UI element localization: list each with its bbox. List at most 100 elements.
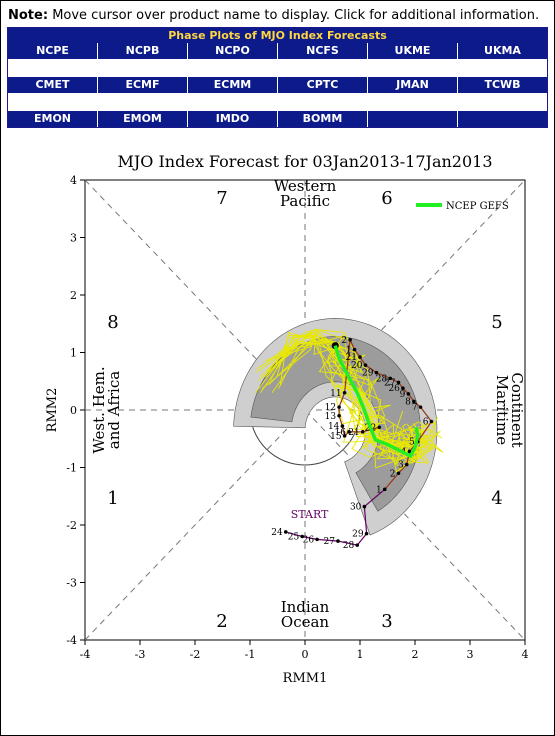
observed-point <box>407 449 412 454</box>
observed-day-label: 9 <box>400 390 406 400</box>
observed-day-label: 1 <box>376 485 382 495</box>
observed-segment <box>365 364 377 374</box>
product-row: NCPE NCPB NCPO NCFS UKME UKMA <box>8 43 547 59</box>
phase-number-label: 8 <box>107 312 118 333</box>
observed-point <box>382 487 387 492</box>
region-label: Pacific <box>280 192 330 210</box>
observed-track: 24 25 26 27 28293012345678926272829202112111… <box>271 336 434 551</box>
observed-segment <box>363 506 368 534</box>
member-line <box>260 343 433 463</box>
observed-segment <box>338 392 346 408</box>
probability-shading <box>233 318 438 536</box>
observed-day-label: 6 <box>423 418 429 428</box>
product-row: EMON EMOM IMDO BOMM <box>8 111 547 127</box>
observed-point <box>352 347 357 352</box>
product-link-ecmm[interactable]: ECMM <box>187 77 277 93</box>
product-link-bomm[interactable]: BOMM <box>277 111 367 127</box>
observed-segment <box>337 540 358 546</box>
phase-number-label: 5 <box>491 312 502 333</box>
observed-day-label: 21 <box>346 353 357 363</box>
observed-day-label: 29 <box>362 369 374 379</box>
product-cell-empty <box>457 111 547 127</box>
mjo-phase-chart: MJO Index Forecast for 03Jan2013-17Jan20… <box>45 152 529 686</box>
product-link-ncpe[interactable]: NCPE <box>8 43 97 59</box>
observed-segment <box>344 339 351 393</box>
observed-point <box>300 534 305 539</box>
phase-number-label: 2 <box>216 611 227 632</box>
x-tick-label: 4 <box>522 648 529 661</box>
observed-day-label: 2 <box>390 469 396 479</box>
y-tick-label: -3 <box>66 577 77 590</box>
product-row: CMET ECMF ECMM CPTC JMAN TCWB <box>8 77 547 93</box>
observed-day-label: 2 <box>341 336 347 346</box>
observed-day-label: 7 <box>412 403 418 413</box>
observed-segment <box>302 535 318 540</box>
y-tick-label: 4 <box>70 174 77 187</box>
product-link-cptc[interactable]: CPTC <box>277 77 367 93</box>
observed-segment <box>376 372 391 379</box>
x-tick-label: -4 <box>80 648 91 661</box>
product-link-ncpb[interactable]: NCPB <box>97 43 187 59</box>
observed-point <box>337 413 341 418</box>
observed-day-label: 21 <box>348 428 359 438</box>
observed-point <box>418 405 423 409</box>
note-body: Move cursor over product name to display… <box>52 8 540 23</box>
y-tick-label: -2 <box>66 519 77 532</box>
observed-day-label: 29 <box>352 530 364 540</box>
observed-point <box>364 531 369 536</box>
observed-point <box>340 424 345 428</box>
observed-segment <box>356 533 368 546</box>
legend: NCEP GEFS <box>416 201 509 212</box>
product-link-ncfs[interactable]: NCFS <box>277 43 367 59</box>
legend-label: NCEP GEFS <box>446 201 509 212</box>
observed-point <box>348 338 352 342</box>
y-tick-label: 0 <box>70 404 77 417</box>
observed-point <box>374 370 379 375</box>
y-tick-label: 2 <box>70 289 77 302</box>
observed-segment <box>398 464 408 474</box>
observed-segment <box>420 406 432 422</box>
observed-point <box>342 434 347 438</box>
observed-point <box>342 390 347 395</box>
observed-point <box>336 539 340 543</box>
observed-day-label: 24 <box>271 528 283 538</box>
member-line <box>273 334 418 460</box>
member-line <box>258 331 428 465</box>
region-label: and Africa <box>105 371 123 449</box>
observed-point <box>388 376 393 381</box>
member-line <box>265 328 444 460</box>
observed-point <box>355 543 360 547</box>
product-link-emon[interactable]: EMON <box>8 111 97 127</box>
start-label: START <box>291 508 329 521</box>
observed-segment <box>338 415 343 427</box>
y-tick-label: -1 <box>66 462 77 475</box>
observed-day-label: 12 <box>325 403 336 413</box>
x-tick-label: -3 <box>135 648 146 661</box>
observed-day-label: 3 <box>398 461 404 471</box>
product-link-tcwb[interactable]: TCWB <box>457 77 547 93</box>
product-link-ukma[interactable]: UKMA <box>457 43 547 59</box>
observed-segment <box>364 488 386 508</box>
observed-day-label: 28 <box>343 541 355 551</box>
product-link-ukme[interactable]: UKME <box>367 43 457 59</box>
observed-day-label: 25 <box>288 533 300 543</box>
phase-number-label: 4 <box>491 488 502 509</box>
product-link-cmet[interactable]: CMET <box>8 77 97 93</box>
phase-number-label: 1 <box>107 488 118 509</box>
observed-day-label: 14 <box>328 422 340 432</box>
observed-day-label: 5 <box>409 438 415 448</box>
chart-title: MJO Index Forecast for 03Jan2013-17Jan20… <box>117 152 492 171</box>
product-link-ecmf[interactable]: ECMF <box>97 77 187 93</box>
product-link-emom[interactable]: EMOM <box>97 111 187 127</box>
observed-point <box>337 405 341 409</box>
observed-day-label: 26 <box>303 535 315 545</box>
observed-segment <box>317 538 339 542</box>
product-link-imdo[interactable]: IMDO <box>187 111 277 127</box>
diagonal-guide <box>84 179 526 641</box>
product-link-jman[interactable]: JMAN <box>367 77 457 93</box>
observed-point <box>396 380 401 385</box>
y-axis-label: RMM2 <box>45 388 60 433</box>
y-tick-label: 1 <box>70 347 77 360</box>
product-link-ncpo[interactable]: NCPO <box>187 43 277 59</box>
